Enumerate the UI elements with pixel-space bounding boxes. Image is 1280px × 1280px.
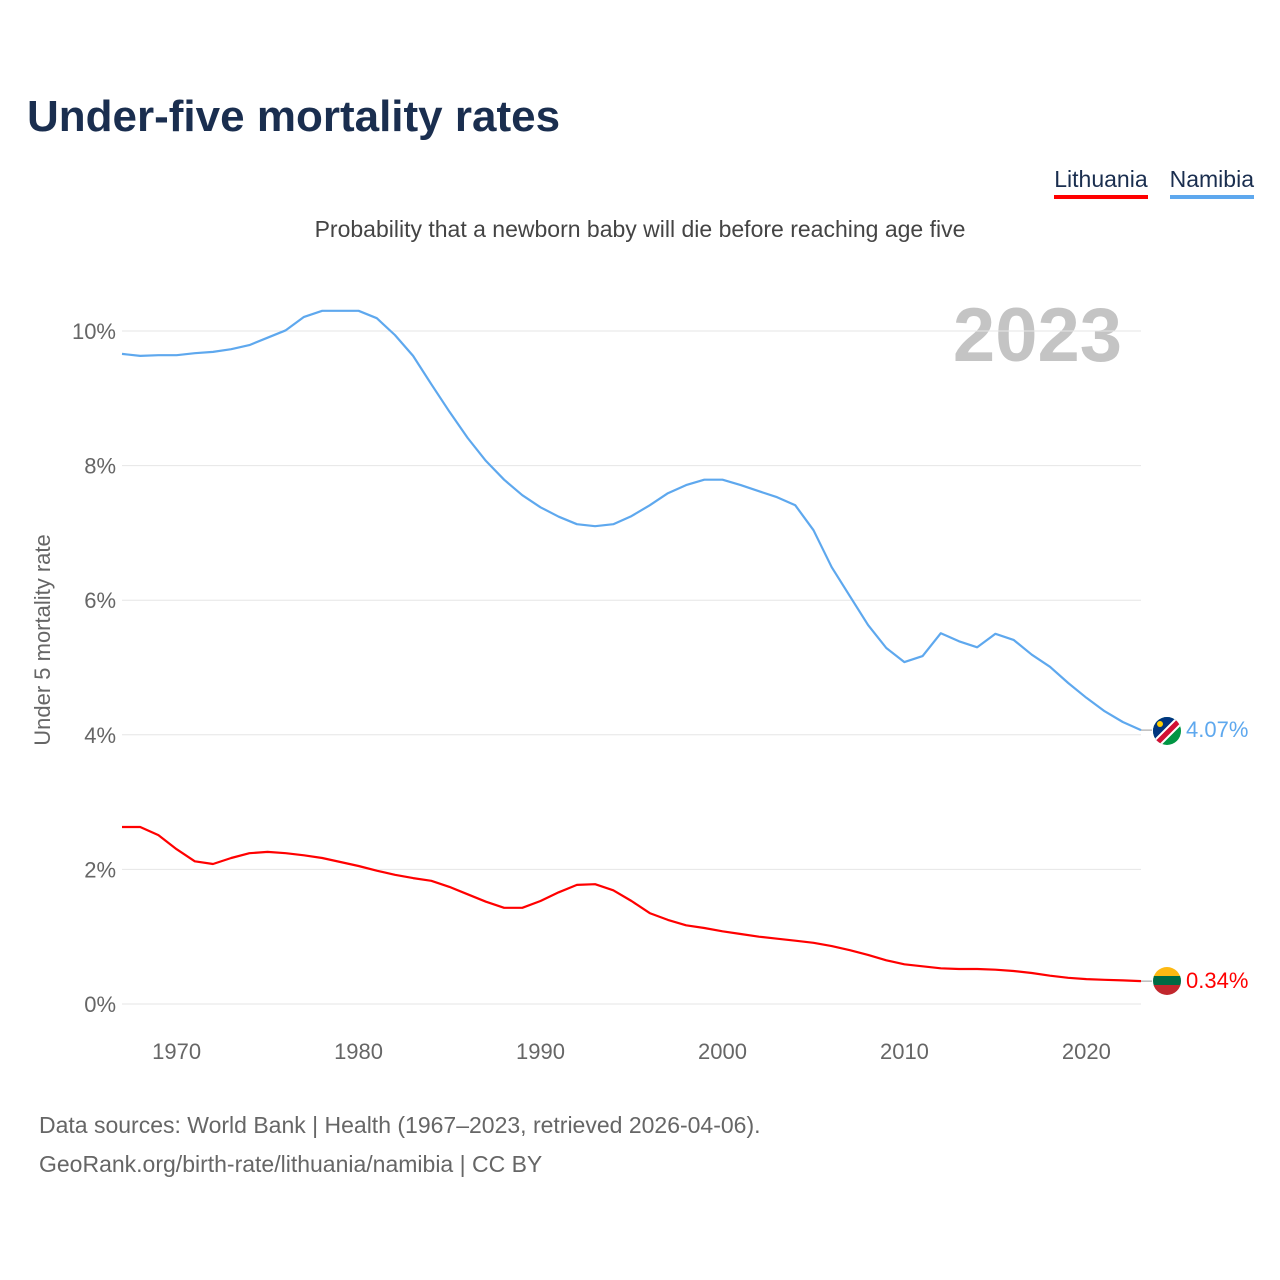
x-tick-label: 2010 xyxy=(880,1039,929,1064)
y-tick-label: 8% xyxy=(84,454,116,479)
x-tick-label: 2020 xyxy=(1062,1039,1111,1064)
y-tick-label: 6% xyxy=(84,588,116,613)
footer: Data sources: World Bank | Health (1967–… xyxy=(39,1106,761,1184)
x-tick-label: 1970 xyxy=(152,1039,201,1064)
year-label: 2023 xyxy=(952,293,1122,378)
y-tick-label: 0% xyxy=(84,992,116,1017)
series-line-namibia xyxy=(121,309,1142,732)
series-line-lithuania xyxy=(122,825,1142,983)
x-tick-label: 1980 xyxy=(334,1039,383,1064)
chart-title: Under-five mortality rates xyxy=(27,92,561,141)
legend: Lithuania Namibia xyxy=(1054,166,1254,199)
x-tick-label: 1990 xyxy=(516,1039,565,1064)
source-line: Data sources: World Bank | Health (1967–… xyxy=(39,1112,761,1138)
chart-subtitle: Probability that a newborn baby will die… xyxy=(314,216,966,242)
end-value-label-lithuania: 0.34% xyxy=(1186,968,1248,993)
y-tick-label: 10% xyxy=(72,319,116,344)
legend-item-namibia[interactable]: Namibia xyxy=(1169,166,1254,199)
end-value-label-namibia: 4.07% xyxy=(1186,717,1248,742)
y-tick-label: 2% xyxy=(84,857,116,882)
legend-item-lithuania[interactable]: Lithuania xyxy=(1054,166,1148,199)
x-tick-label: 2000 xyxy=(698,1039,747,1064)
y-axis-label: Under 5 mortality rate xyxy=(30,534,55,746)
lithuania-flag-icon xyxy=(1153,967,1181,995)
y-tick-label: 4% xyxy=(84,723,116,748)
namibia-flag-icon xyxy=(1153,717,1181,745)
credit-link[interactable]: GeoRank.org/birth-rate/lithuania/namibia… xyxy=(39,1151,543,1177)
